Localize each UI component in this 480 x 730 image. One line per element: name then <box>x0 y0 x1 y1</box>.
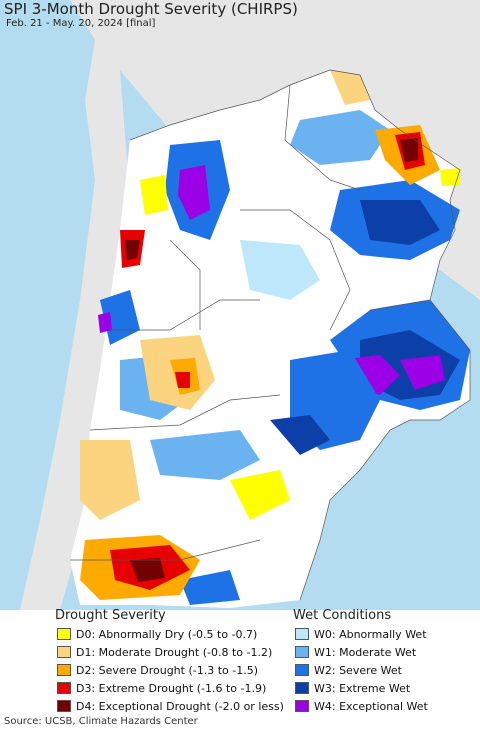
w0-label: W0: Abnormally Wet <box>314 627 427 641</box>
legend-item-w0: W0: Abnormally Wet <box>295 627 427 641</box>
outside-land-chile <box>20 40 130 610</box>
d2-swatch <box>57 664 71 676</box>
drought-patches <box>80 70 460 600</box>
legend-item-d3: D3: Extreme Drought (-1.6 to -1.9) <box>57 681 266 695</box>
w3-label: W3: Extreme Wet <box>314 681 411 695</box>
w4-label: W4: Exceptional Wet <box>314 699 428 713</box>
w4-swatch <box>295 700 309 712</box>
drought-map <box>0 0 480 610</box>
d3-label: D3: Extreme Drought (-1.6 to -1.9) <box>76 681 267 695</box>
legend: Drought Severity Wet Conditions D0: Abno… <box>0 608 480 713</box>
w2-label: W2: Severe Wet <box>314 663 402 677</box>
d1-swatch <box>57 646 71 658</box>
legend-item-w2: W2: Severe Wet <box>295 663 402 677</box>
wet-legend-title: Wet Conditions <box>293 608 392 623</box>
legend-item-d1: D1: Moderate Drought (-0.8 to -1.2) <box>57 645 272 659</box>
legend-item-w1: W1: Moderate Wet <box>295 645 416 659</box>
legend-item-w3: W3: Extreme Wet <box>295 681 410 695</box>
legend-item-w4: W4: Exceptional Wet <box>295 699 428 713</box>
map-title: SPI 3-Month Drought Severity (CHIRPS) <box>4 0 298 18</box>
drought-legend-title: Drought Severity <box>55 608 166 623</box>
map-subtitle: Feb. 21 - May. 20, 2024 [final] <box>6 18 156 29</box>
w0-swatch <box>295 628 309 640</box>
d0-swatch <box>57 628 71 640</box>
legend-item-d4: D4: Exceptional Drought (-2.0 or less) <box>57 699 284 713</box>
d3-swatch <box>57 682 71 694</box>
d4-label: D4: Exceptional Drought (-2.0 or less) <box>76 699 284 713</box>
political-borders <box>70 69 471 601</box>
w1-label: W1: Moderate Wet <box>314 645 417 659</box>
source-credit: Source: UCSB, Climate Hazards Center <box>4 716 198 727</box>
d4-swatch <box>57 700 71 712</box>
w1-swatch <box>295 646 309 658</box>
w3-swatch <box>295 682 309 694</box>
atlantic-ocean <box>300 380 480 610</box>
d1-label: D1: Moderate Drought (-0.8 to -1.2) <box>76 645 273 659</box>
legend-item-d2: D2: Severe Drought (-1.3 to -1.5) <box>57 663 258 677</box>
w2-swatch <box>295 664 309 676</box>
legend-item-d0: D0: Abnormally Dry (-0.5 to -0.7) <box>57 627 257 641</box>
d0-label: D0: Abnormally Dry (-0.5 to -0.7) <box>76 627 258 641</box>
d2-label: D2: Severe Drought (-1.3 to -1.5) <box>76 663 259 677</box>
